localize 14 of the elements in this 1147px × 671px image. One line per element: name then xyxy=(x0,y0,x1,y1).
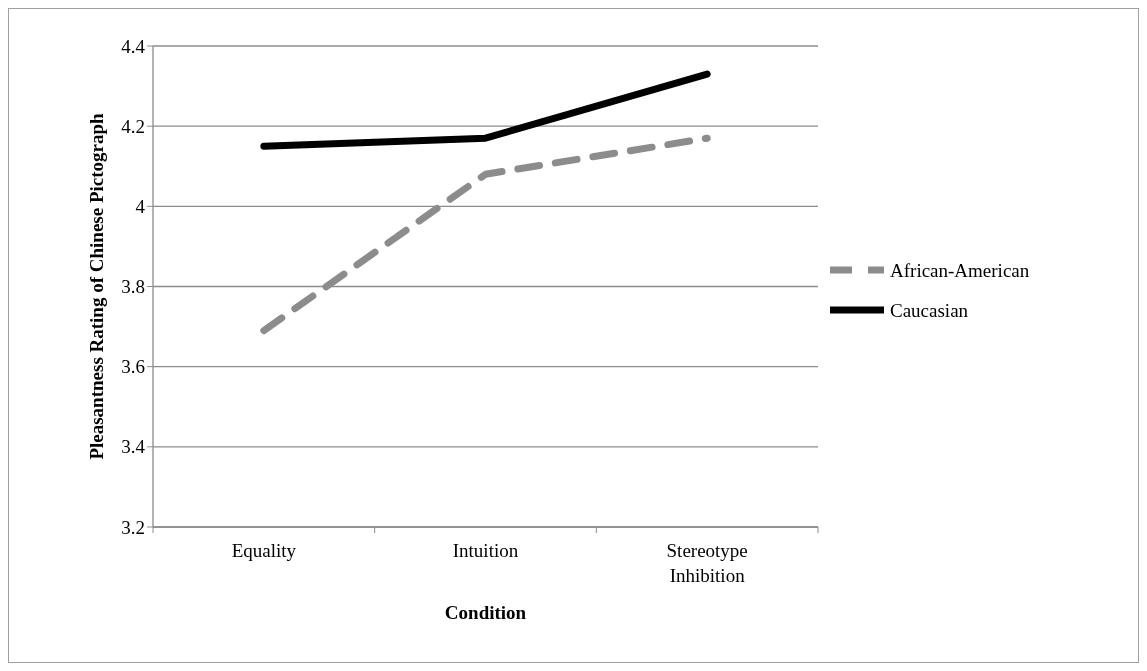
y-tick-label: 4 xyxy=(135,195,146,217)
y-tick-label: 4.2 xyxy=(121,115,145,137)
y-axis-title: Pleasantness Rating of Chinese Pictograph xyxy=(86,112,107,460)
legend-label: Caucasian xyxy=(890,299,969,321)
y-tick-label: 3.6 xyxy=(121,356,145,378)
x-tick-label: Equality xyxy=(231,540,297,561)
y-tick-label: 3.4 xyxy=(121,436,146,458)
x-axis-title: Condition xyxy=(444,602,527,623)
y-tick-label: 4.4 xyxy=(121,35,146,57)
legend-label: African-American xyxy=(890,259,1030,281)
x-tick-label: Intuition xyxy=(452,540,519,561)
x-tick-label: Stereotype Inhibition xyxy=(666,540,748,586)
y-tick-label: 3.8 xyxy=(121,276,145,298)
y-tick-label: 3.2 xyxy=(121,516,145,538)
